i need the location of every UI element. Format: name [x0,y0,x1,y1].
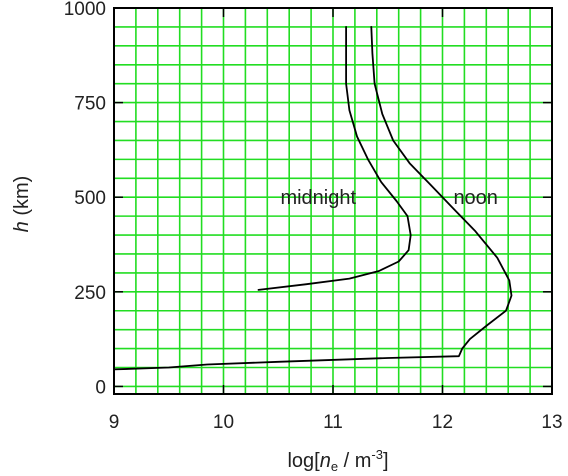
y-tick-label: 750 [74,94,106,115]
y-tick-label: 0 [95,377,106,398]
annotation-noon: noon [453,187,498,209]
series-group [113,26,513,371]
y-tick-label: 1000 [64,0,106,20]
tick-labels: 9 10 11 12 13 0 250 500 750 1000 [64,0,563,433]
grid [113,7,553,394]
y-tick-label: 250 [74,283,106,304]
x-tick-label: 9 [109,412,120,433]
x-tick-label: 13 [541,412,562,433]
x-tick-label: 10 [213,412,234,433]
x-tick-label: 11 [323,412,343,433]
annotation-midnight: midnight [280,187,356,209]
annotations: midnight noon [280,187,498,209]
y-axis-label: h (km) [11,176,33,233]
series-line-noon [113,26,513,371]
x-axis-label: log[ne / m-3] [287,447,388,474]
tick-marks [113,7,553,394]
series-line-midnight [257,26,412,291]
x-tick-label: 12 [432,412,453,433]
y-tick-label: 500 [74,188,106,209]
